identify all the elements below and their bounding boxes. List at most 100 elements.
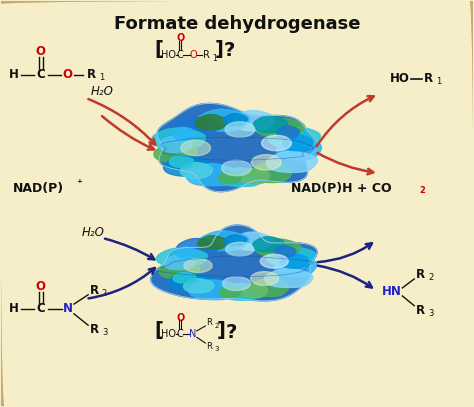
Text: ⁺: ⁺ [76, 179, 82, 189]
Text: R: R [416, 304, 425, 317]
Polygon shape [220, 286, 241, 298]
Polygon shape [197, 109, 249, 131]
Polygon shape [266, 247, 316, 265]
Text: 1: 1 [437, 77, 442, 86]
Text: [: [ [155, 40, 164, 59]
Text: ]: ] [217, 322, 226, 340]
Text: R: R [90, 323, 99, 336]
Polygon shape [225, 122, 255, 137]
Text: H₂O: H₂O [91, 85, 114, 98]
Polygon shape [152, 128, 205, 149]
Text: HO: HO [161, 50, 176, 61]
Polygon shape [157, 103, 318, 192]
Polygon shape [256, 118, 305, 137]
Text: O: O [63, 68, 73, 81]
Text: 2: 2 [215, 323, 219, 328]
Polygon shape [168, 273, 214, 291]
Polygon shape [251, 155, 281, 170]
Polygon shape [195, 114, 227, 130]
Text: R: R [206, 318, 212, 327]
Polygon shape [222, 160, 251, 176]
Polygon shape [233, 232, 272, 250]
Text: R: R [424, 72, 433, 85]
Text: C: C [36, 302, 45, 315]
Text: NAD(P)H + CO: NAD(P)H + CO [291, 182, 391, 195]
Polygon shape [239, 284, 268, 298]
Text: C: C [36, 68, 45, 81]
Text: ]: ] [215, 40, 224, 59]
Polygon shape [156, 248, 207, 267]
Polygon shape [184, 259, 212, 273]
Polygon shape [224, 235, 246, 245]
Polygon shape [220, 168, 265, 186]
Text: O: O [189, 50, 197, 61]
Polygon shape [253, 237, 284, 252]
Text: 1: 1 [212, 54, 217, 63]
Polygon shape [186, 164, 238, 186]
Polygon shape [275, 246, 296, 257]
Text: O: O [176, 33, 184, 43]
Text: Formate dehydrogenase: Formate dehydrogenase [114, 15, 360, 33]
Text: H₂O: H₂O [82, 226, 104, 239]
Text: HO: HO [161, 329, 176, 339]
Text: 3: 3 [102, 328, 107, 337]
Polygon shape [198, 236, 228, 249]
Polygon shape [265, 269, 313, 287]
Text: ?: ? [223, 41, 235, 60]
Text: O: O [176, 313, 184, 323]
Polygon shape [219, 171, 241, 184]
Polygon shape [254, 116, 287, 133]
Polygon shape [169, 155, 193, 167]
Polygon shape [283, 135, 313, 151]
Polygon shape [251, 271, 279, 285]
Text: 2: 2 [419, 186, 425, 195]
Polygon shape [277, 126, 300, 138]
Polygon shape [260, 254, 288, 268]
Text: 3: 3 [428, 309, 433, 317]
Text: O: O [36, 280, 46, 293]
Polygon shape [176, 247, 198, 258]
Text: R: R [206, 342, 212, 351]
Text: H: H [9, 302, 19, 315]
Text: R: R [87, 68, 96, 81]
Text: NAD(P): NAD(P) [13, 182, 64, 195]
Polygon shape [277, 137, 321, 160]
Polygon shape [262, 136, 292, 151]
Polygon shape [181, 140, 210, 155]
Polygon shape [173, 118, 218, 136]
Polygon shape [250, 279, 289, 296]
Text: N: N [63, 302, 73, 315]
Polygon shape [177, 239, 219, 255]
Text: 2: 2 [102, 289, 107, 298]
Polygon shape [233, 110, 274, 131]
Polygon shape [226, 242, 254, 256]
Polygon shape [274, 256, 317, 276]
Polygon shape [180, 162, 212, 178]
Polygon shape [255, 239, 301, 256]
Polygon shape [151, 225, 317, 301]
Text: R: R [416, 268, 425, 281]
Text: 1: 1 [99, 73, 104, 82]
Polygon shape [223, 114, 247, 125]
Polygon shape [154, 143, 198, 163]
Text: H: H [9, 68, 19, 81]
Text: 2: 2 [428, 273, 433, 282]
Text: R: R [203, 50, 210, 61]
Text: HN: HN [382, 285, 402, 298]
Polygon shape [159, 136, 192, 153]
Polygon shape [199, 231, 248, 251]
Polygon shape [239, 168, 270, 184]
Text: [: [ [155, 322, 164, 340]
Polygon shape [189, 280, 238, 300]
Polygon shape [268, 127, 320, 148]
Polygon shape [183, 279, 214, 293]
Polygon shape [173, 127, 195, 140]
Polygon shape [163, 255, 195, 269]
Text: HO: HO [390, 72, 410, 85]
Text: O: O [36, 45, 46, 58]
Text: N: N [189, 329, 197, 339]
Polygon shape [164, 156, 212, 176]
Polygon shape [221, 284, 263, 300]
Polygon shape [251, 163, 292, 182]
Polygon shape [173, 272, 196, 283]
